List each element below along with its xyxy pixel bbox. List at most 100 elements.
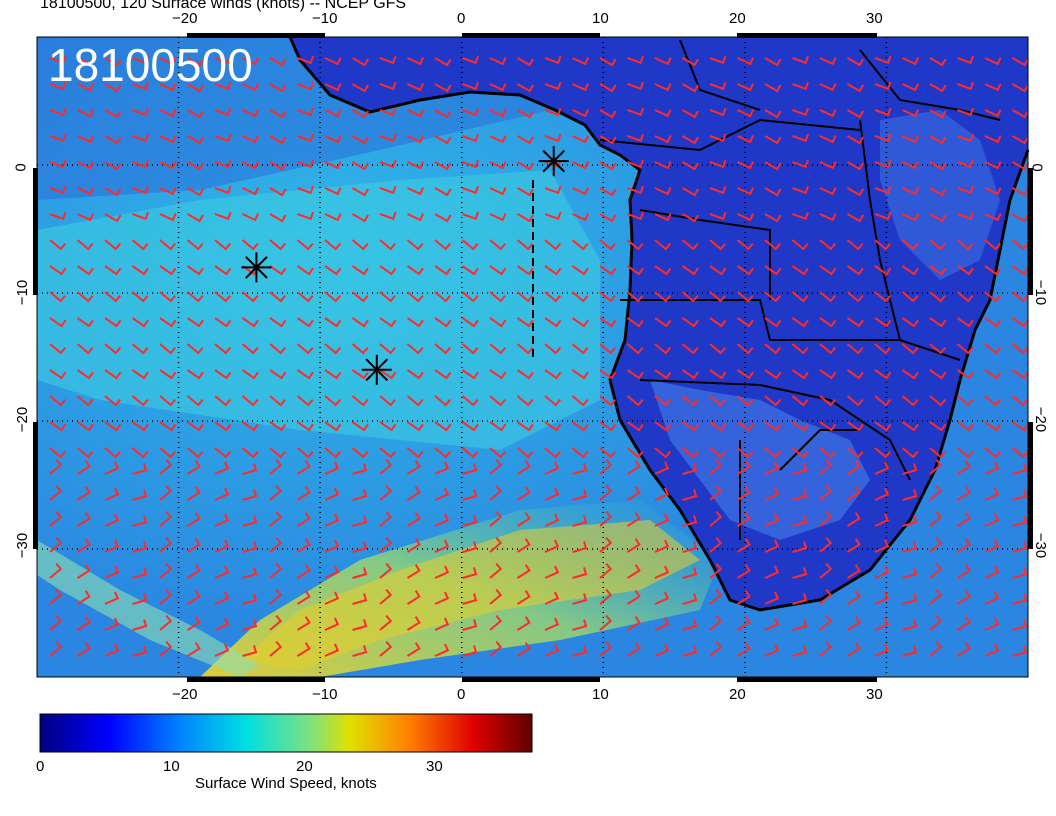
wind-barb xyxy=(929,57,947,67)
wind-barb xyxy=(324,539,340,553)
wind-barb xyxy=(929,291,946,303)
wind-barb xyxy=(599,614,613,631)
wind-barb xyxy=(351,187,369,197)
wind-barb xyxy=(434,591,450,605)
wind-barb xyxy=(792,567,808,579)
wind-barb xyxy=(269,213,287,223)
wind-barb xyxy=(902,515,918,527)
wind-barb xyxy=(736,447,754,459)
wind-barb xyxy=(599,343,616,355)
wind-barb xyxy=(132,645,148,657)
wind-barb xyxy=(214,265,232,276)
wind-barb xyxy=(434,265,452,276)
wind-barb xyxy=(104,395,121,407)
wind-barb xyxy=(516,291,534,303)
wind-barb xyxy=(324,239,341,251)
wind-barb xyxy=(957,211,974,221)
wind-barb xyxy=(159,458,173,475)
wind-barb xyxy=(214,211,232,221)
wind-barb xyxy=(461,265,479,276)
wind-barb xyxy=(77,187,95,196)
wind-barb xyxy=(462,107,479,117)
wind-barb xyxy=(681,343,699,355)
wind-barb xyxy=(76,421,94,432)
bottom-lon-tick: 10 xyxy=(592,686,609,703)
wind-barb xyxy=(902,213,920,222)
wind-barb xyxy=(544,55,562,65)
wind-barb xyxy=(819,265,837,276)
wind-barb xyxy=(654,291,671,303)
wind-barb xyxy=(489,458,503,475)
wind-barb xyxy=(874,643,890,657)
wind-barb xyxy=(709,291,726,303)
wind-barb xyxy=(544,461,560,475)
wind-barb xyxy=(846,187,864,197)
wind-barb xyxy=(351,291,369,303)
wind-barb xyxy=(874,291,891,303)
wind-barb xyxy=(599,369,617,380)
wind-barb xyxy=(1012,593,1028,605)
wind-barb xyxy=(132,489,148,501)
wind-barb xyxy=(489,187,507,196)
top-lon-tick: 10 xyxy=(592,10,609,27)
wind-barb xyxy=(406,343,424,355)
wind-barb xyxy=(626,317,644,328)
wind-barb xyxy=(159,291,176,303)
wind-barb xyxy=(296,317,314,328)
wind-barb xyxy=(159,83,177,92)
wind-barb xyxy=(489,83,507,92)
wind-barb xyxy=(544,617,560,631)
wind-barb xyxy=(49,395,66,407)
bottom-lon-tick: 30 xyxy=(866,686,883,703)
wind-barb xyxy=(462,619,478,631)
wind-barb xyxy=(654,343,671,355)
wind-barb xyxy=(351,135,369,145)
wind-barb xyxy=(406,317,424,328)
wind-barb xyxy=(572,645,588,657)
wind-barb xyxy=(874,591,890,605)
wind-barb xyxy=(297,211,314,221)
axis-bars xyxy=(33,33,1033,682)
wind-barb xyxy=(709,614,723,631)
wind-barb xyxy=(351,421,369,432)
wind-barb xyxy=(242,593,258,605)
wind-barb xyxy=(159,640,173,657)
country-borders xyxy=(599,39,1001,540)
wind-barb xyxy=(159,265,177,276)
wind-barb xyxy=(627,211,644,221)
wind-barb xyxy=(104,317,122,328)
wind-barb xyxy=(709,265,727,276)
wind-barb xyxy=(846,57,864,67)
wind-barb xyxy=(186,83,204,93)
top-lon-tick: −20 xyxy=(172,10,198,27)
wind-barb xyxy=(764,135,782,145)
wind-barb xyxy=(242,213,260,222)
wind-barb xyxy=(654,317,672,328)
wind-barb xyxy=(159,562,173,579)
wind-barb xyxy=(104,213,122,223)
wind-barb xyxy=(516,161,534,171)
wind-barb xyxy=(406,460,421,475)
wind-barb xyxy=(242,463,258,475)
wind-barb xyxy=(874,185,892,195)
wind-barb xyxy=(544,107,562,117)
wind-barb xyxy=(76,239,94,251)
wind-barb xyxy=(572,83,590,92)
wind-barb xyxy=(819,187,837,196)
wind-barb xyxy=(324,343,341,355)
wind-barb xyxy=(984,461,1000,475)
wind-barb xyxy=(819,369,837,380)
wind-barb xyxy=(819,421,837,432)
wind-barb xyxy=(819,614,833,631)
wind-barb xyxy=(131,447,149,459)
wind-barb xyxy=(49,185,67,195)
wind-barb xyxy=(242,109,260,118)
wind-barb xyxy=(462,159,479,169)
wind-barb xyxy=(599,640,613,657)
wind-barb xyxy=(516,486,531,501)
wind-barb xyxy=(76,512,91,527)
wind-barb xyxy=(737,83,755,92)
wind-barb xyxy=(76,538,91,553)
wind-barb xyxy=(242,135,260,144)
bottom-lon-tick: 20 xyxy=(729,686,746,703)
